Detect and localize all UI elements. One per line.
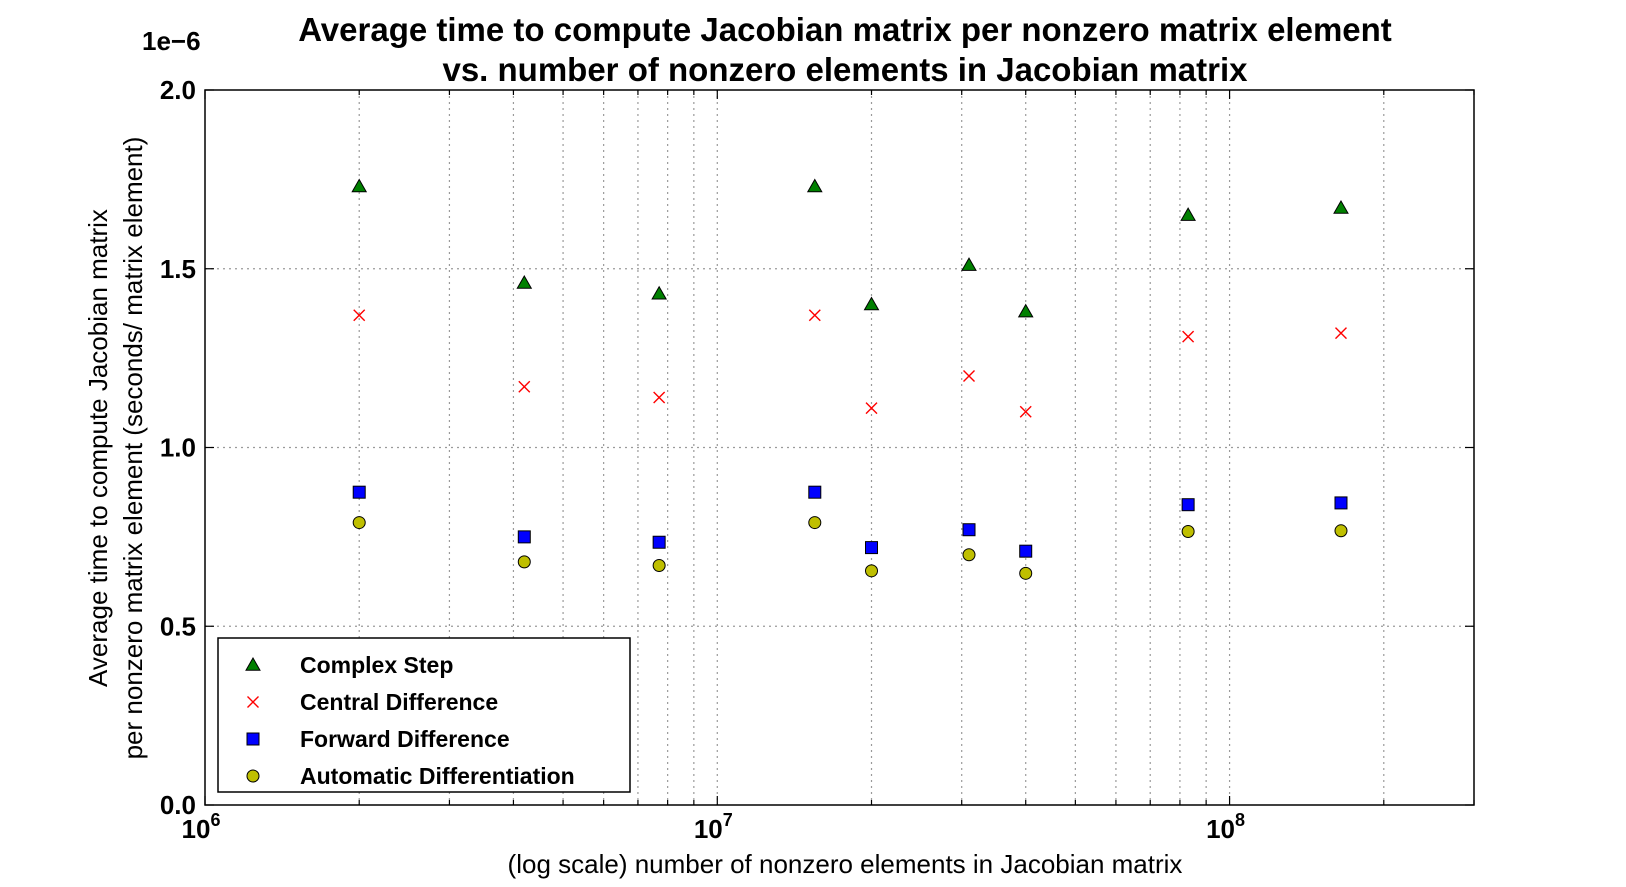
x-tick-label-exponent: 7	[723, 810, 733, 830]
x-tick-label-exponent: 8	[1235, 810, 1245, 830]
series-automatic-differentiation	[352, 516, 1348, 580]
point-forward-difference	[352, 485, 366, 499]
point-complex-step	[1017, 303, 1034, 318]
point-complex-step	[651, 285, 668, 300]
chart-title-line-1: Average time to compute Jacobian matrix …	[298, 11, 1392, 48]
point-automatic-differentiation	[517, 555, 531, 569]
legend-marker-complex-step	[245, 656, 261, 671]
point-complex-step	[516, 275, 533, 289]
point-forward-difference	[1334, 496, 1348, 510]
point-complex-step	[1333, 199, 1349, 214]
series-forward-difference	[352, 485, 1348, 558]
y-tick-label: 0.0	[160, 790, 196, 820]
x-tick-label: 106	[182, 810, 221, 844]
point-automatic-differentiation	[352, 516, 366, 530]
y-tick-label: 2.0	[160, 75, 196, 105]
y-axis-label-line-2: per nonzero matrix element (seconds/ mat…	[118, 137, 148, 760]
legend-marker-central-difference	[247, 696, 259, 708]
y-axis-label-line-1: Average time to compute Jacobian matrix	[83, 209, 113, 687]
y-axis-offset-text: 1e−6	[142, 26, 201, 56]
point-automatic-differentiation	[865, 564, 879, 578]
series-complex-step	[351, 178, 1349, 318]
legend-marker-automatic-differentiation	[246, 769, 260, 783]
point-automatic-differentiation	[808, 516, 822, 530]
x-tick-label: 107	[694, 810, 733, 844]
legend-label-complex-step: Complex Step	[300, 652, 453, 678]
point-automatic-differentiation	[652, 558, 666, 572]
point-central-difference	[353, 309, 366, 322]
y-tick-label: 0.5	[160, 611, 196, 641]
point-forward-difference	[962, 523, 976, 537]
x-tick-label-base: 10	[694, 814, 723, 844]
point-central-difference	[653, 391, 666, 404]
point-central-difference	[1182, 330, 1195, 343]
point-central-difference	[963, 370, 976, 382]
point-forward-difference	[517, 530, 531, 544]
x-axis-label: (log scale) number of nonzero elements i…	[508, 849, 1183, 879]
legend-label-forward-difference: Forward Difference	[300, 726, 510, 752]
point-automatic-differentiation	[1019, 566, 1033, 580]
data-marks	[351, 178, 1349, 580]
series-central-difference	[353, 309, 1347, 418]
x-tick-label-base: 10	[1206, 814, 1235, 844]
point-complex-step	[1180, 207, 1196, 221]
chart-title-line-2: vs. number of nonzero elements in Jacobi…	[442, 51, 1248, 88]
y-tick-label: 1.5	[160, 254, 196, 284]
point-forward-difference	[865, 541, 879, 555]
point-forward-difference	[652, 535, 666, 549]
legend: Complex Step Central Difference Forward Di…	[217, 637, 631, 793]
x-tick-label-base: 10	[182, 814, 211, 844]
point-automatic-differentiation	[1334, 524, 1348, 538]
point-complex-step	[863, 296, 880, 311]
x-tick-label-exponent: 6	[210, 810, 220, 830]
point-central-difference	[518, 380, 531, 393]
point-central-difference	[1334, 327, 1347, 340]
legend-label-automatic-differentiation: Automatic Differentiation	[300, 763, 575, 789]
point-central-difference	[1019, 405, 1032, 418]
point-forward-difference	[1019, 544, 1033, 558]
point-central-difference	[865, 402, 878, 415]
legend-box	[217, 637, 631, 793]
point-forward-difference	[808, 485, 822, 499]
point-forward-difference	[1181, 498, 1195, 512]
point-automatic-differentiation	[962, 548, 976, 562]
y-tick-label: 1.0	[160, 433, 196, 463]
point-automatic-differentiation	[1181, 525, 1195, 539]
point-complex-step	[961, 257, 977, 271]
legend-label-central-difference: Central Difference	[300, 689, 498, 715]
point-complex-step	[806, 178, 823, 193]
point-complex-step	[351, 178, 368, 193]
legend-marker-forward-difference	[246, 732, 260, 746]
x-tick-label: 108	[1206, 810, 1245, 844]
point-central-difference	[808, 309, 821, 322]
